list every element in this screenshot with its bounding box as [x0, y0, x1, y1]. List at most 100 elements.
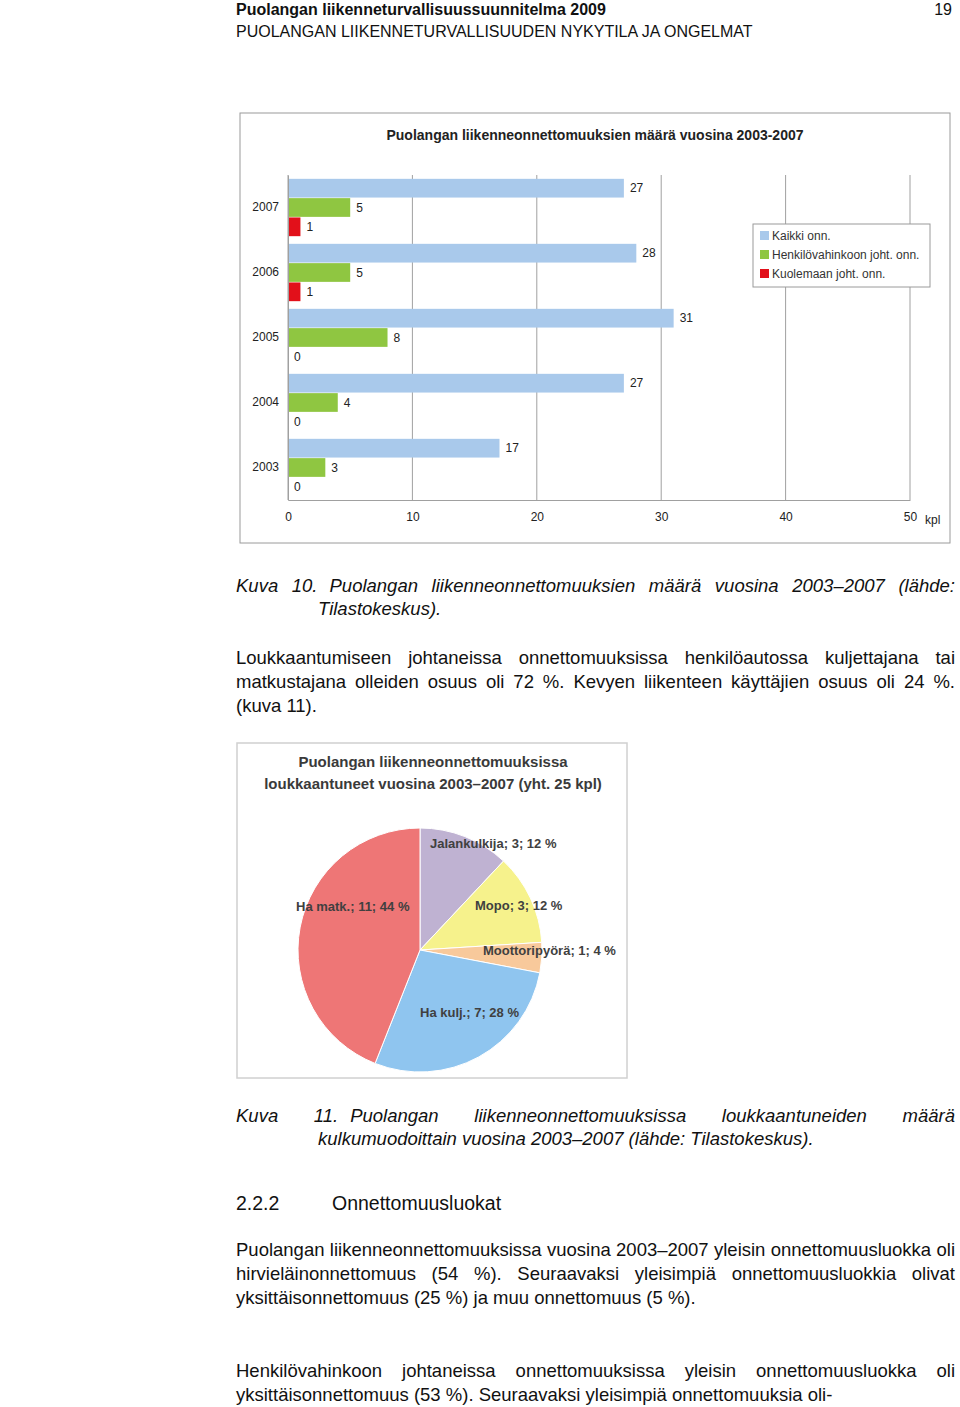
x-tick: 40 [779, 500, 793, 524]
legend-swatch [760, 250, 769, 259]
data-label: 4 [344, 396, 351, 410]
x-axis-line [289, 500, 911, 501]
bar [288, 263, 350, 282]
bar [288, 477, 289, 496]
legend-swatch [760, 269, 769, 278]
caption-text: Puolangan liikenneonnettomuuksissa loukk… [318, 1105, 955, 1149]
pie-label: Ha matk.; 11; 44 % [296, 899, 410, 914]
y-tick-label: 2006 [252, 265, 279, 279]
data-label: 3 [331, 461, 338, 475]
chart-frame [240, 113, 950, 543]
bar [288, 328, 388, 347]
caption-text: Puolangan liikenneonnettomuuksien määrä … [318, 575, 955, 619]
grid-line [661, 175, 662, 500]
pie-slice [298, 828, 420, 1063]
y-axis: 2003 2004 2005 2006 2007 [252, 176, 288, 501]
bar [288, 347, 289, 366]
pie-labels: Jalankulkija; 3; 12 % Mopo; 3; 12 % Mootto… [296, 836, 616, 1020]
grid-line [288, 175, 289, 500]
y-tick-label: 2004 [252, 395, 279, 409]
grid-line [785, 175, 786, 500]
grid-line [910, 175, 911, 500]
data-label: 1 [306, 285, 313, 299]
data-label: 0 [294, 480, 301, 494]
y-tick-label: 2003 [252, 460, 279, 474]
data-label: 27 [630, 181, 644, 195]
bar [288, 282, 300, 301]
x-axis: 0 10 20 30 40 50 [285, 500, 917, 524]
pie-slice [420, 942, 542, 973]
header-title: Puolangan liikenneturvallisuussuunnitelm… [236, 1, 606, 19]
x-tick-label: 20 [531, 510, 545, 524]
x-tick-label: 30 [655, 510, 669, 524]
bar [288, 217, 300, 236]
y-tick: 2005 [252, 330, 288, 344]
x-tick: 50 [904, 500, 918, 524]
y-axis-line [288, 176, 289, 501]
x-tick-label: 10 [406, 510, 420, 524]
y-tick-label: 2005 [252, 330, 279, 344]
bar [288, 458, 325, 477]
pie-frame [237, 743, 627, 1078]
data-label: 8 [394, 331, 401, 345]
pie-label: Mopo; 3; 12 % [475, 898, 563, 913]
data-label: 0 [294, 350, 301, 364]
section-title: Onnettomuusluokat [332, 1192, 501, 1215]
bar [288, 439, 499, 458]
data-label: 28 [642, 246, 656, 260]
page: Puolangan liikenneturvallisuussuunnitelm… [0, 0, 960, 1407]
x-tick: 20 [531, 500, 545, 524]
data-label: 17 [505, 441, 519, 455]
figure-caption: Kuva 11.Puolangan liikenneonnettomuuksis… [236, 1104, 955, 1150]
caption-label: Kuva 10. [236, 575, 318, 596]
bar [288, 393, 338, 412]
page-number: 19 [934, 1, 952, 19]
x-tick: 30 [655, 500, 669, 524]
legend-label: Kuolemaan joht. onn. [772, 267, 885, 281]
x-tick-label: 0 [285, 510, 292, 524]
data-label: 1 [306, 220, 313, 234]
x-tick: 10 [406, 500, 420, 524]
bars [288, 179, 674, 477]
x-tick: 0 [285, 500, 292, 524]
y-tick: 2007 [252, 200, 288, 214]
y-tick: 2003 [252, 460, 288, 474]
x-tick-label: 40 [779, 510, 793, 524]
legend-box [753, 224, 930, 287]
paragraph: Loukkaantumiseen johtaneissa onnettomuuk… [236, 646, 955, 718]
grid-line [536, 175, 537, 500]
pie-slice [375, 950, 540, 1072]
x-tick-label: 50 [904, 510, 918, 524]
data-label: 5 [356, 266, 363, 280]
charts-canvas: Puolangan liikenneonnettomuuksien määrä … [0, 0, 960, 1407]
pie-slice [420, 861, 542, 950]
bar [288, 412, 289, 431]
pie-slice [420, 828, 504, 950]
data-label: 27 [630, 376, 644, 390]
bar [288, 374, 624, 393]
pie-label: Jalankulkija; 3; 12 % [430, 836, 557, 851]
legend-label: Kaikki onn. [772, 229, 831, 243]
bar [288, 244, 636, 263]
pie-slices [298, 828, 542, 1072]
bar [288, 309, 674, 328]
grid [288, 175, 910, 500]
data-label: 5 [356, 201, 363, 215]
figure-caption: Kuva 10.Puolangan liikenneonnettomuuksie… [236, 574, 955, 620]
paragraph: Henkilövahinkoon johtaneissa onnettomuuk… [236, 1359, 955, 1407]
caption-label: Kuva 11. [236, 1105, 338, 1126]
x-axis-title: kpl [925, 513, 940, 527]
chart-title: Puolangan liikenneonnettomuuksien määrä … [386, 127, 803, 143]
pie-title: Puolangan liikenneonnettomuuksissa [298, 753, 568, 770]
y-tick-label: 2007 [252, 200, 279, 214]
pie-label: Moottoripyörä; 1; 4 % [483, 943, 616, 958]
data-label: 31 [680, 311, 694, 325]
bar [288, 179, 624, 198]
y-tick: 2004 [252, 395, 288, 409]
data-label: 0 [294, 415, 301, 429]
header-section: PUOLANGAN LIIKENNETURVALLISUUDEN NYKYTIL… [236, 23, 753, 41]
section-number: 2.2.2 [236, 1192, 279, 1215]
legend: Kaikki onn.Henkilövahinkoon joht. onn.Ku… [753, 224, 930, 287]
data-labels: 17 27 31 28 27 3 4 8 5 5 0 0 0 1 1 [294, 181, 693, 494]
grid-line [412, 175, 413, 500]
